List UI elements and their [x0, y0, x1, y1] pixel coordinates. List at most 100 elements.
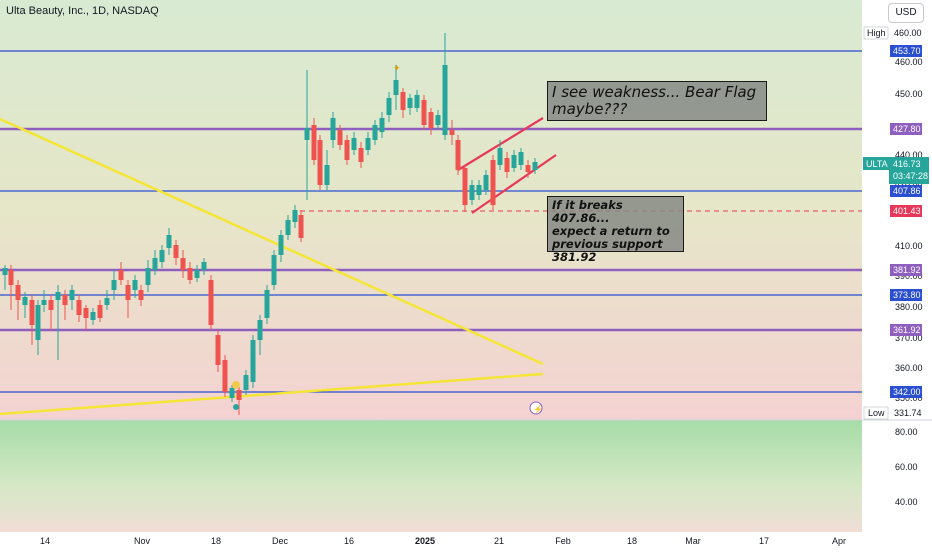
- level-tag[interactable]: [890, 205, 922, 217]
- flash-event-icon[interactable]: [529, 401, 543, 415]
- level-tag[interactable]: [890, 386, 922, 398]
- candle-body: [449, 130, 455, 135]
- current-price-tag[interactable]: [889, 157, 929, 184]
- current-symbol: ULTA: [866, 159, 888, 169]
- candle-body: [97, 305, 103, 318]
- current-symbol-tag: [863, 157, 889, 170]
- candle-body: [180, 258, 186, 270]
- candle-body: [118, 270, 124, 280]
- level-tag-label: 381.92: [893, 265, 921, 275]
- time-axis-label: Apr: [832, 536, 846, 546]
- candle-body: [462, 168, 468, 205]
- event-marker-icon[interactable]: [233, 404, 239, 410]
- dividend-marker-icon[interactable]: ✦: [393, 63, 401, 73]
- candle-body: [215, 335, 221, 365]
- candle-body: [29, 300, 35, 325]
- time-axis-label: 2025: [415, 536, 435, 546]
- level-tag[interactable]: [890, 123, 922, 135]
- candle-body: [152, 258, 158, 270]
- price-tick-label: 80.00: [895, 427, 918, 437]
- candle-body: [55, 292, 61, 300]
- price-tick-label: 410.00: [895, 241, 923, 251]
- symbol-title[interactable]: Ulta Beauty, Inc., 1D, NASDAQ: [6, 5, 159, 17]
- candle-body: [525, 165, 531, 172]
- candle-body: [48, 300, 54, 310]
- level-tag[interactable]: [890, 324, 922, 336]
- candle-body: [483, 175, 489, 190]
- low-value: 331.74: [894, 408, 922, 418]
- candle-body: [201, 262, 207, 270]
- flag-lower-line[interactable]: [471, 154, 557, 214]
- candle-body: [125, 285, 131, 300]
- time-axis-label: 21: [494, 536, 504, 546]
- breakdown-note-line-1: If it breaks 407.86...: [552, 198, 623, 225]
- time-axis-label: 18: [627, 536, 637, 546]
- time-axis-label: Mar: [685, 536, 701, 546]
- candle-body: [229, 388, 235, 398]
- candle-body: [518, 152, 524, 165]
- level-tag-label: 427.80: [893, 124, 921, 134]
- candle-body: [285, 220, 291, 235]
- candle-body: [511, 155, 517, 168]
- price-tick-label: 440.00: [895, 150, 923, 160]
- price-tick-label: 370.00: [895, 333, 923, 343]
- candle-body: [159, 250, 165, 262]
- ascending-trendline[interactable]: [0, 372, 544, 416]
- candle-body: [292, 210, 298, 222]
- indicator-pane-background: [0, 420, 862, 532]
- candle-body: [62, 295, 68, 305]
- time-axis-label: 17: [759, 536, 769, 546]
- candle-body: [2, 268, 8, 275]
- level-tag-label: 407.86: [893, 186, 921, 196]
- breakdown-note-line-4: 381.92: [552, 250, 597, 264]
- candle-body: [351, 138, 357, 150]
- price-level-tags[interactable]: 453.70 427.80 407.86 401.43 381.92 373.80 361.…: [890, 45, 922, 398]
- candle-body: [173, 245, 179, 258]
- lightning-icon: ⚡: [533, 404, 543, 414]
- candle-body: [365, 138, 371, 150]
- candle-body: [428, 112, 434, 128]
- candle-body: [83, 308, 89, 318]
- level-tag[interactable]: [890, 264, 922, 276]
- low-label: Low: [868, 408, 885, 418]
- candle-body: [145, 268, 151, 285]
- time-axis-label: 18: [211, 536, 221, 546]
- candle-body: [264, 290, 270, 318]
- candle-body: [337, 130, 343, 145]
- candle-body: [393, 80, 399, 95]
- currency-button[interactable]: USD: [888, 3, 924, 23]
- bear-flag-note-text: I see weakness... Bear Flag maybe???: [552, 83, 757, 118]
- level-tag[interactable]: [890, 45, 922, 57]
- descending-trendline[interactable]: [0, 117, 544, 366]
- candle-body: [104, 298, 110, 305]
- level-tag[interactable]: [890, 185, 922, 197]
- bear-flag-note[interactable]: I see weakness... Bear Flag maybe???: [547, 81, 767, 121]
- candle-body: [344, 140, 350, 160]
- current-price: 416.73: [893, 159, 921, 169]
- breakdown-note[interactable]: If it breaks 407.86... expect a return t…: [547, 196, 684, 264]
- price-pane-background: [0, 0, 862, 420]
- time-axis-label: Feb: [555, 536, 571, 546]
- level-tag[interactable]: [890, 289, 922, 301]
- candle-body: [490, 160, 496, 205]
- level-tag-label: 373.80: [893, 290, 921, 300]
- candle-body: [358, 148, 364, 162]
- breakdown-note-line-2: expect a return to: [552, 224, 670, 238]
- candle-body: [497, 148, 503, 165]
- level-tag-label: 342.00: [893, 387, 921, 397]
- candle-body: [208, 280, 214, 325]
- candle-body: [476, 185, 482, 195]
- time-axis-background: [0, 532, 862, 550]
- time-axis-label: 16: [344, 536, 354, 546]
- candle-body: [22, 297, 28, 305]
- candle-body: [421, 100, 427, 125]
- level-tag-label: 361.92: [893, 325, 921, 335]
- candle-body: [304, 128, 310, 140]
- earnings-marker-icon[interactable]: [232, 381, 240, 389]
- candle-body: [317, 140, 323, 185]
- candle-body: [69, 290, 75, 300]
- price-tick-label: 60.00: [895, 462, 918, 472]
- time-axis-labels: 14 Nov 18 Dec 16 2025 21 Feb 18 Mar 17 Apr: [40, 536, 846, 546]
